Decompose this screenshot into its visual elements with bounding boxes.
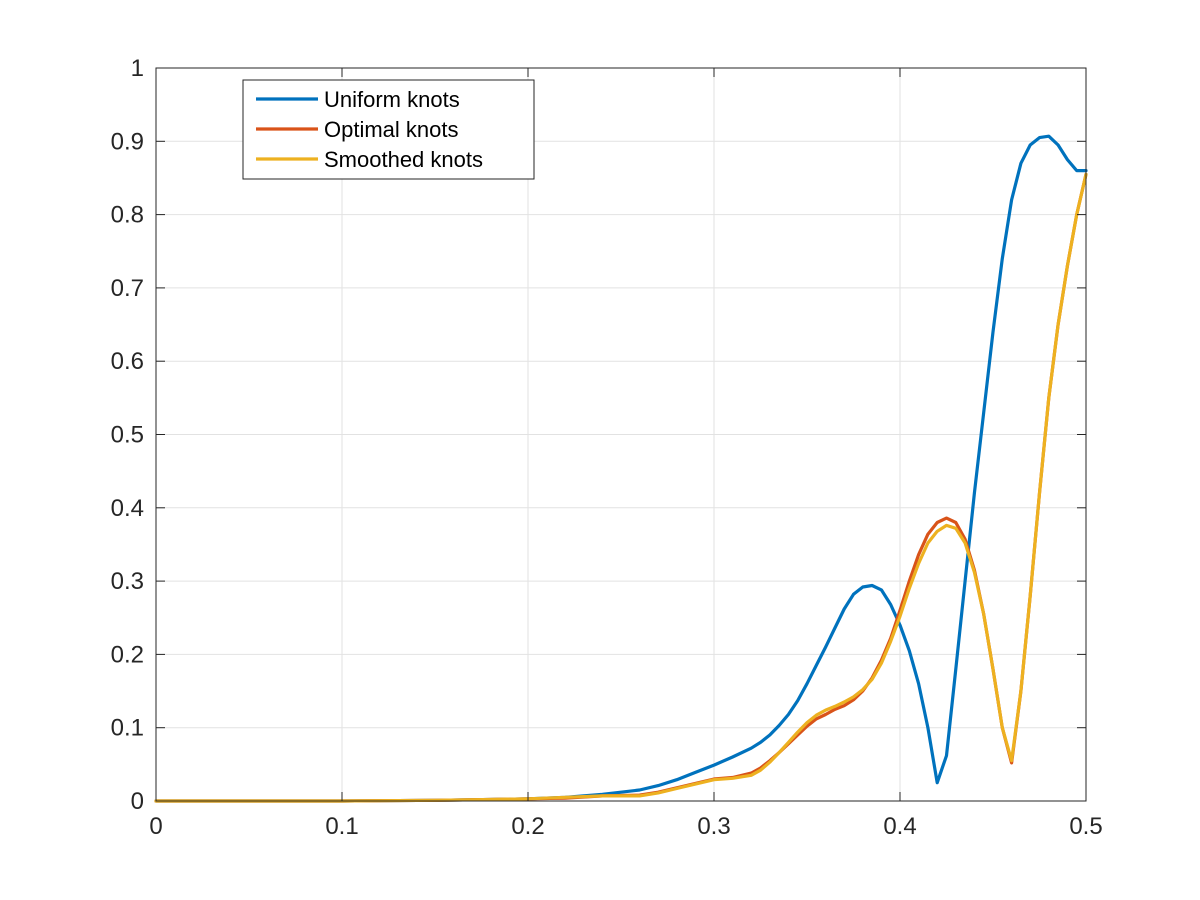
legend: Uniform knots Optimal knots Smoothed knots — [242, 79, 535, 180]
y-tick-label: 0.4 — [111, 495, 144, 522]
legend-label: Smoothed knots — [324, 147, 483, 172]
legend-label: Optimal knots — [324, 117, 459, 142]
series-line-uniform-knots — [154, 134, 1088, 803]
x-tick-label: 0.4 — [883, 813, 916, 840]
y-tick-label: 0.3 — [111, 568, 144, 595]
y-tick-label: 0 — [131, 788, 144, 815]
x-tick-label: 0.5 — [1069, 813, 1102, 840]
y-axis-tick-labels: 0 0.1 0.2 0.3 0.4 0.5 0.6 0.7 0.8 0.9 1 — [111, 55, 144, 815]
y-tick-label: 0.8 — [111, 202, 144, 229]
y-tick-label: 0.1 — [111, 715, 144, 742]
y-tick-label: 0.9 — [111, 128, 144, 155]
x-tick-label: 0.2 — [511, 813, 544, 840]
y-tick-label: 0.2 — [111, 641, 144, 668]
legend-label: Uniform knots — [324, 87, 460, 112]
axis-ticks — [155, 67, 1087, 802]
y-tick-label: 0.7 — [111, 275, 144, 302]
y-tick-label: 0.5 — [111, 422, 144, 449]
y-tick-label: 1 — [131, 55, 144, 82]
series-group — [154, 134, 1088, 803]
x-tick-label: 0.1 — [325, 813, 358, 840]
x-axis-tick-labels: 0 0.1 0.2 0.3 0.4 0.5 — [149, 813, 1102, 840]
x-tick-label: 0.3 — [697, 813, 730, 840]
series-line-smoothed-knots — [154, 172, 1088, 803]
y-tick-label: 0.6 — [111, 348, 144, 375]
x-tick-label: 0 — [149, 813, 162, 840]
